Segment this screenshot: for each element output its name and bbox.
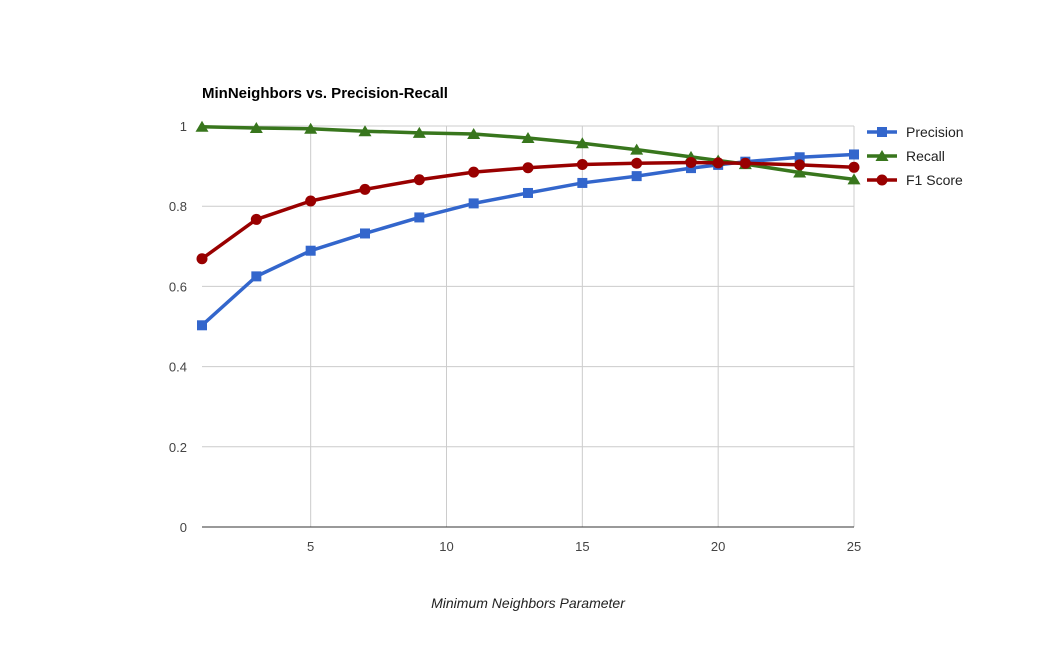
legend-marker bbox=[877, 127, 887, 137]
x-tick-label: 15 bbox=[575, 539, 589, 554]
legend-item-recall: Recall bbox=[867, 148, 945, 164]
data-point-precision bbox=[360, 228, 370, 239]
y-tick-label: 0.6 bbox=[169, 279, 187, 294]
data-point-precision bbox=[305, 245, 316, 256]
data-point-f1-score bbox=[685, 156, 697, 168]
data-point-precision bbox=[849, 149, 859, 160]
chart-title: MinNeighbors vs. Precision-Recall bbox=[202, 85, 448, 102]
data-point-precision bbox=[523, 187, 533, 198]
data-point-precision bbox=[631, 171, 642, 182]
data-point-precision bbox=[197, 320, 207, 331]
data-point-f1-score bbox=[794, 159, 806, 171]
legend-marker bbox=[875, 150, 889, 161]
tick-labels: 00.20.40.60.815 10 15 20 25 bbox=[169, 119, 861, 554]
data-point-precision bbox=[686, 163, 696, 174]
data-point-recall bbox=[467, 128, 481, 140]
legend-label: F1 Score bbox=[906, 172, 963, 188]
data-point-f1-score bbox=[359, 183, 371, 195]
x-tick-label: 10 bbox=[439, 539, 453, 554]
legend: Precision Recall F1 Score bbox=[867, 124, 964, 188]
series-f1-score bbox=[196, 156, 860, 265]
y-tick-label: 0 bbox=[180, 520, 187, 535]
data-point-recall bbox=[521, 132, 535, 144]
y-tick-label: 0.8 bbox=[169, 199, 187, 214]
data-point-precision bbox=[468, 198, 479, 209]
data-point-precision bbox=[577, 177, 588, 188]
data-point-f1-score bbox=[576, 158, 588, 170]
data-point-recall bbox=[195, 120, 209, 132]
data-point-f1-score bbox=[468, 166, 480, 178]
y-tick-label: 0.4 bbox=[169, 360, 187, 375]
data-point-recall bbox=[358, 125, 372, 137]
data-point-recall bbox=[249, 122, 263, 134]
data-point-f1-score bbox=[712, 157, 724, 169]
series-group bbox=[195, 120, 861, 331]
y-tick-label: 0.2 bbox=[169, 440, 187, 455]
y-tick-label: 1 bbox=[180, 119, 187, 134]
data-point-f1-score bbox=[250, 213, 262, 225]
data-point-f1-score bbox=[739, 157, 751, 169]
x-tick-label: 20 bbox=[711, 539, 725, 554]
data-point-f1-score bbox=[413, 174, 425, 186]
data-point-recall bbox=[412, 126, 426, 138]
data-point-recall bbox=[847, 173, 861, 185]
data-point-precision bbox=[414, 212, 425, 223]
data-point-f1-score bbox=[522, 162, 534, 174]
data-point-f1-score bbox=[196, 253, 208, 265]
data-point-f1-score bbox=[305, 195, 317, 207]
legend-label: Recall bbox=[906, 148, 945, 164]
x-tick-label: 25 bbox=[847, 539, 861, 554]
data-point-recall bbox=[630, 143, 644, 155]
legend-item-f1-score: F1 Score bbox=[867, 172, 963, 188]
data-point-f1-score bbox=[631, 157, 643, 169]
x-axis-title: Minimum Neighbors Parameter bbox=[431, 595, 626, 611]
data-point-f1-score bbox=[848, 161, 860, 173]
legend-item-precision: Precision bbox=[867, 124, 964, 140]
legend-marker bbox=[876, 174, 888, 186]
legend-label: Precision bbox=[906, 124, 964, 140]
data-point-precision bbox=[251, 271, 262, 282]
data-point-recall bbox=[793, 166, 807, 178]
x-tick-label: 5 bbox=[307, 539, 314, 554]
data-point-recall bbox=[304, 122, 318, 134]
data-point-recall bbox=[575, 137, 589, 149]
data-point-precision bbox=[794, 152, 805, 163]
